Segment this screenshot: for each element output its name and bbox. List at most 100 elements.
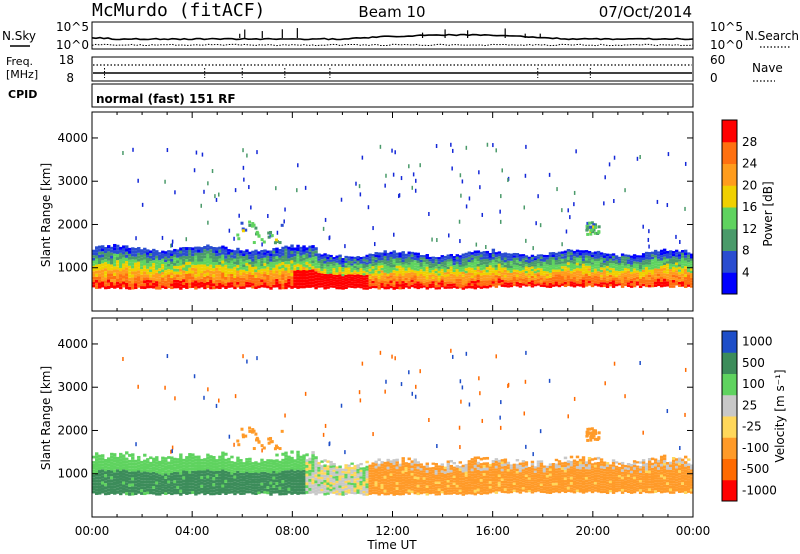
power-patch-cell bbox=[237, 237, 241, 241]
power-cell bbox=[356, 265, 360, 268]
power-cell bbox=[257, 267, 261, 270]
power-cell bbox=[437, 263, 441, 267]
power-cell bbox=[512, 276, 517, 279]
velocity-cell bbox=[317, 481, 321, 484]
power-cell bbox=[596, 271, 601, 274]
velocity-cell bbox=[497, 486, 502, 490]
velocity-cell bbox=[422, 486, 426, 489]
power-cell bbox=[620, 253, 625, 256]
velocity-cell bbox=[284, 482, 288, 486]
velocity-cell bbox=[227, 485, 231, 489]
power-cell bbox=[197, 261, 201, 265]
velocity-cell bbox=[476, 469, 481, 473]
velocity-cell bbox=[221, 457, 225, 461]
power-cell bbox=[668, 282, 673, 286]
velocity-cell bbox=[143, 486, 147, 490]
power-cell bbox=[182, 255, 186, 259]
power-cell bbox=[320, 268, 324, 271]
power-cell bbox=[674, 265, 679, 268]
velocity-cell bbox=[179, 489, 183, 493]
velocity-cell bbox=[401, 470, 405, 474]
velocity-cell bbox=[341, 479, 345, 483]
velocity-cell bbox=[164, 476, 168, 479]
power-cell bbox=[182, 246, 186, 250]
power-cell bbox=[560, 278, 565, 281]
velocity-cell bbox=[230, 455, 234, 459]
velocity-cell bbox=[149, 467, 153, 470]
power-cell bbox=[356, 269, 360, 272]
power-cell bbox=[656, 256, 661, 259]
power-cell bbox=[551, 274, 556, 277]
power-cell bbox=[371, 285, 375, 289]
power-cell bbox=[164, 283, 168, 287]
power-cell bbox=[635, 279, 640, 282]
velocity-cell bbox=[98, 454, 102, 458]
power-cell bbox=[353, 259, 357, 262]
velocity-cell bbox=[365, 490, 369, 494]
velocity-cell bbox=[395, 458, 399, 462]
power-cell bbox=[647, 257, 652, 260]
power-cell bbox=[539, 270, 544, 273]
velocity-cell bbox=[194, 471, 198, 475]
power-cell bbox=[215, 267, 219, 271]
power-cell bbox=[431, 281, 435, 284]
velocity-cell bbox=[509, 488, 514, 491]
velocity-cell bbox=[308, 478, 312, 482]
power-cell bbox=[410, 259, 414, 262]
power-cell bbox=[158, 278, 162, 282]
velocity-cell bbox=[176, 466, 180, 470]
power-cell bbox=[131, 268, 135, 272]
velocity-cell bbox=[374, 489, 378, 492]
power-cell bbox=[374, 283, 378, 286]
power-cell bbox=[590, 262, 595, 265]
power-cell bbox=[107, 263, 111, 268]
velocity-cell bbox=[446, 489, 450, 493]
power-sparse-echo bbox=[250, 205, 252, 210]
power-cell bbox=[191, 258, 195, 262]
power-cell bbox=[581, 263, 586, 267]
velocity-cell bbox=[212, 492, 216, 496]
power-cell bbox=[272, 248, 276, 251]
power-cell bbox=[311, 263, 315, 267]
velocity-cell bbox=[485, 467, 490, 471]
velocity-cell bbox=[302, 482, 306, 486]
velocity-cell bbox=[497, 481, 502, 485]
velocity-cell bbox=[296, 482, 300, 486]
power-cell bbox=[380, 262, 384, 266]
velocity-cell bbox=[239, 464, 243, 468]
power-cell bbox=[506, 258, 511, 261]
velocity-cell bbox=[137, 470, 141, 474]
power-cell bbox=[509, 255, 514, 259]
power-cell bbox=[368, 268, 372, 272]
power-cell bbox=[233, 272, 237, 276]
power-cell bbox=[584, 263, 589, 266]
power-sparse-echo bbox=[603, 201, 605, 206]
power-cell bbox=[533, 273, 538, 276]
power-cell bbox=[236, 264, 240, 268]
velocity-cell bbox=[173, 466, 177, 470]
velocity-cell bbox=[212, 474, 216, 478]
velocity-cell bbox=[140, 460, 144, 464]
velocity-cell bbox=[191, 464, 195, 468]
power-cell bbox=[116, 257, 120, 261]
power-cell bbox=[659, 279, 664, 282]
power-cell bbox=[191, 285, 195, 288]
velocity-cell bbox=[137, 487, 141, 491]
velocity-cell bbox=[332, 487, 336, 490]
power-cell bbox=[104, 250, 108, 254]
velocity-cell bbox=[446, 482, 450, 485]
velocity-cell bbox=[314, 462, 318, 466]
power-cell bbox=[290, 266, 294, 270]
velocity-cell bbox=[338, 482, 342, 486]
velocity-cell bbox=[224, 473, 228, 477]
velocity-cell bbox=[173, 457, 177, 461]
power-cell bbox=[398, 260, 402, 263]
power-cell bbox=[602, 255, 607, 258]
power-cell bbox=[440, 271, 444, 274]
power-cell bbox=[611, 263, 616, 266]
velocity-cell bbox=[167, 480, 171, 484]
power-cell bbox=[476, 266, 481, 270]
velocity-cell bbox=[329, 481, 333, 485]
power-cell bbox=[500, 267, 505, 271]
power-cell bbox=[353, 277, 357, 280]
